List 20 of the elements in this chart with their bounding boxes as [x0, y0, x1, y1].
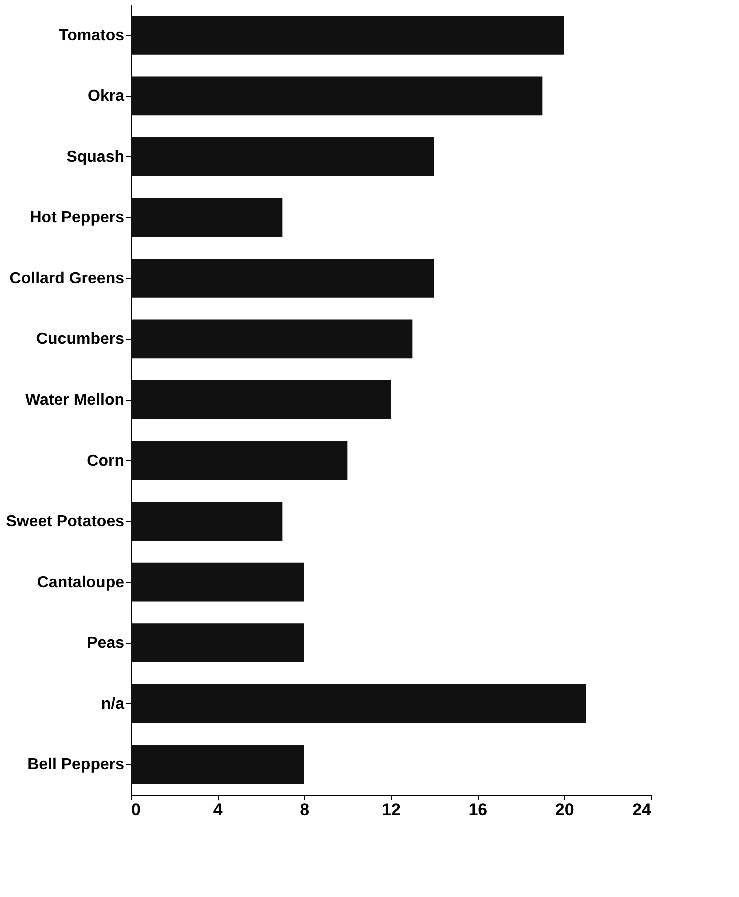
- y-tick-label: n/a: [101, 696, 125, 713]
- y-tick-label: Squash: [66, 148, 124, 166]
- x-tick-label: 16: [468, 800, 488, 820]
- y-tick-label: Okra: [88, 88, 125, 106]
- y-tick-label: Water Mellon: [26, 392, 124, 409]
- x-tick-label: 24: [632, 800, 652, 820]
- y-tick-label: Peas: [87, 635, 125, 652]
- y-tick-label: Sweet Potatoes: [6, 514, 125, 531]
- y-tick-label: Cantaloupe: [37, 574, 125, 592]
- y-tick-label: Corn: [87, 452, 124, 470]
- x-tick-label: 12: [382, 800, 401, 820]
- y-tick-label: Cucumbers: [36, 331, 125, 348]
- y-tick-label: Collard Greens: [10, 270, 125, 288]
- y-tick-label: Hot Peppers: [30, 210, 125, 227]
- y-tick-label: Tomatos: [59, 27, 125, 44]
- x-tick-label: 0: [132, 800, 141, 820]
- x-tick-label: 8: [300, 800, 310, 820]
- x-tick-label: 20: [555, 800, 574, 820]
- x-tick-label: 4: [213, 800, 224, 820]
- y-tick-label: Bell Peppers: [28, 756, 125, 774]
